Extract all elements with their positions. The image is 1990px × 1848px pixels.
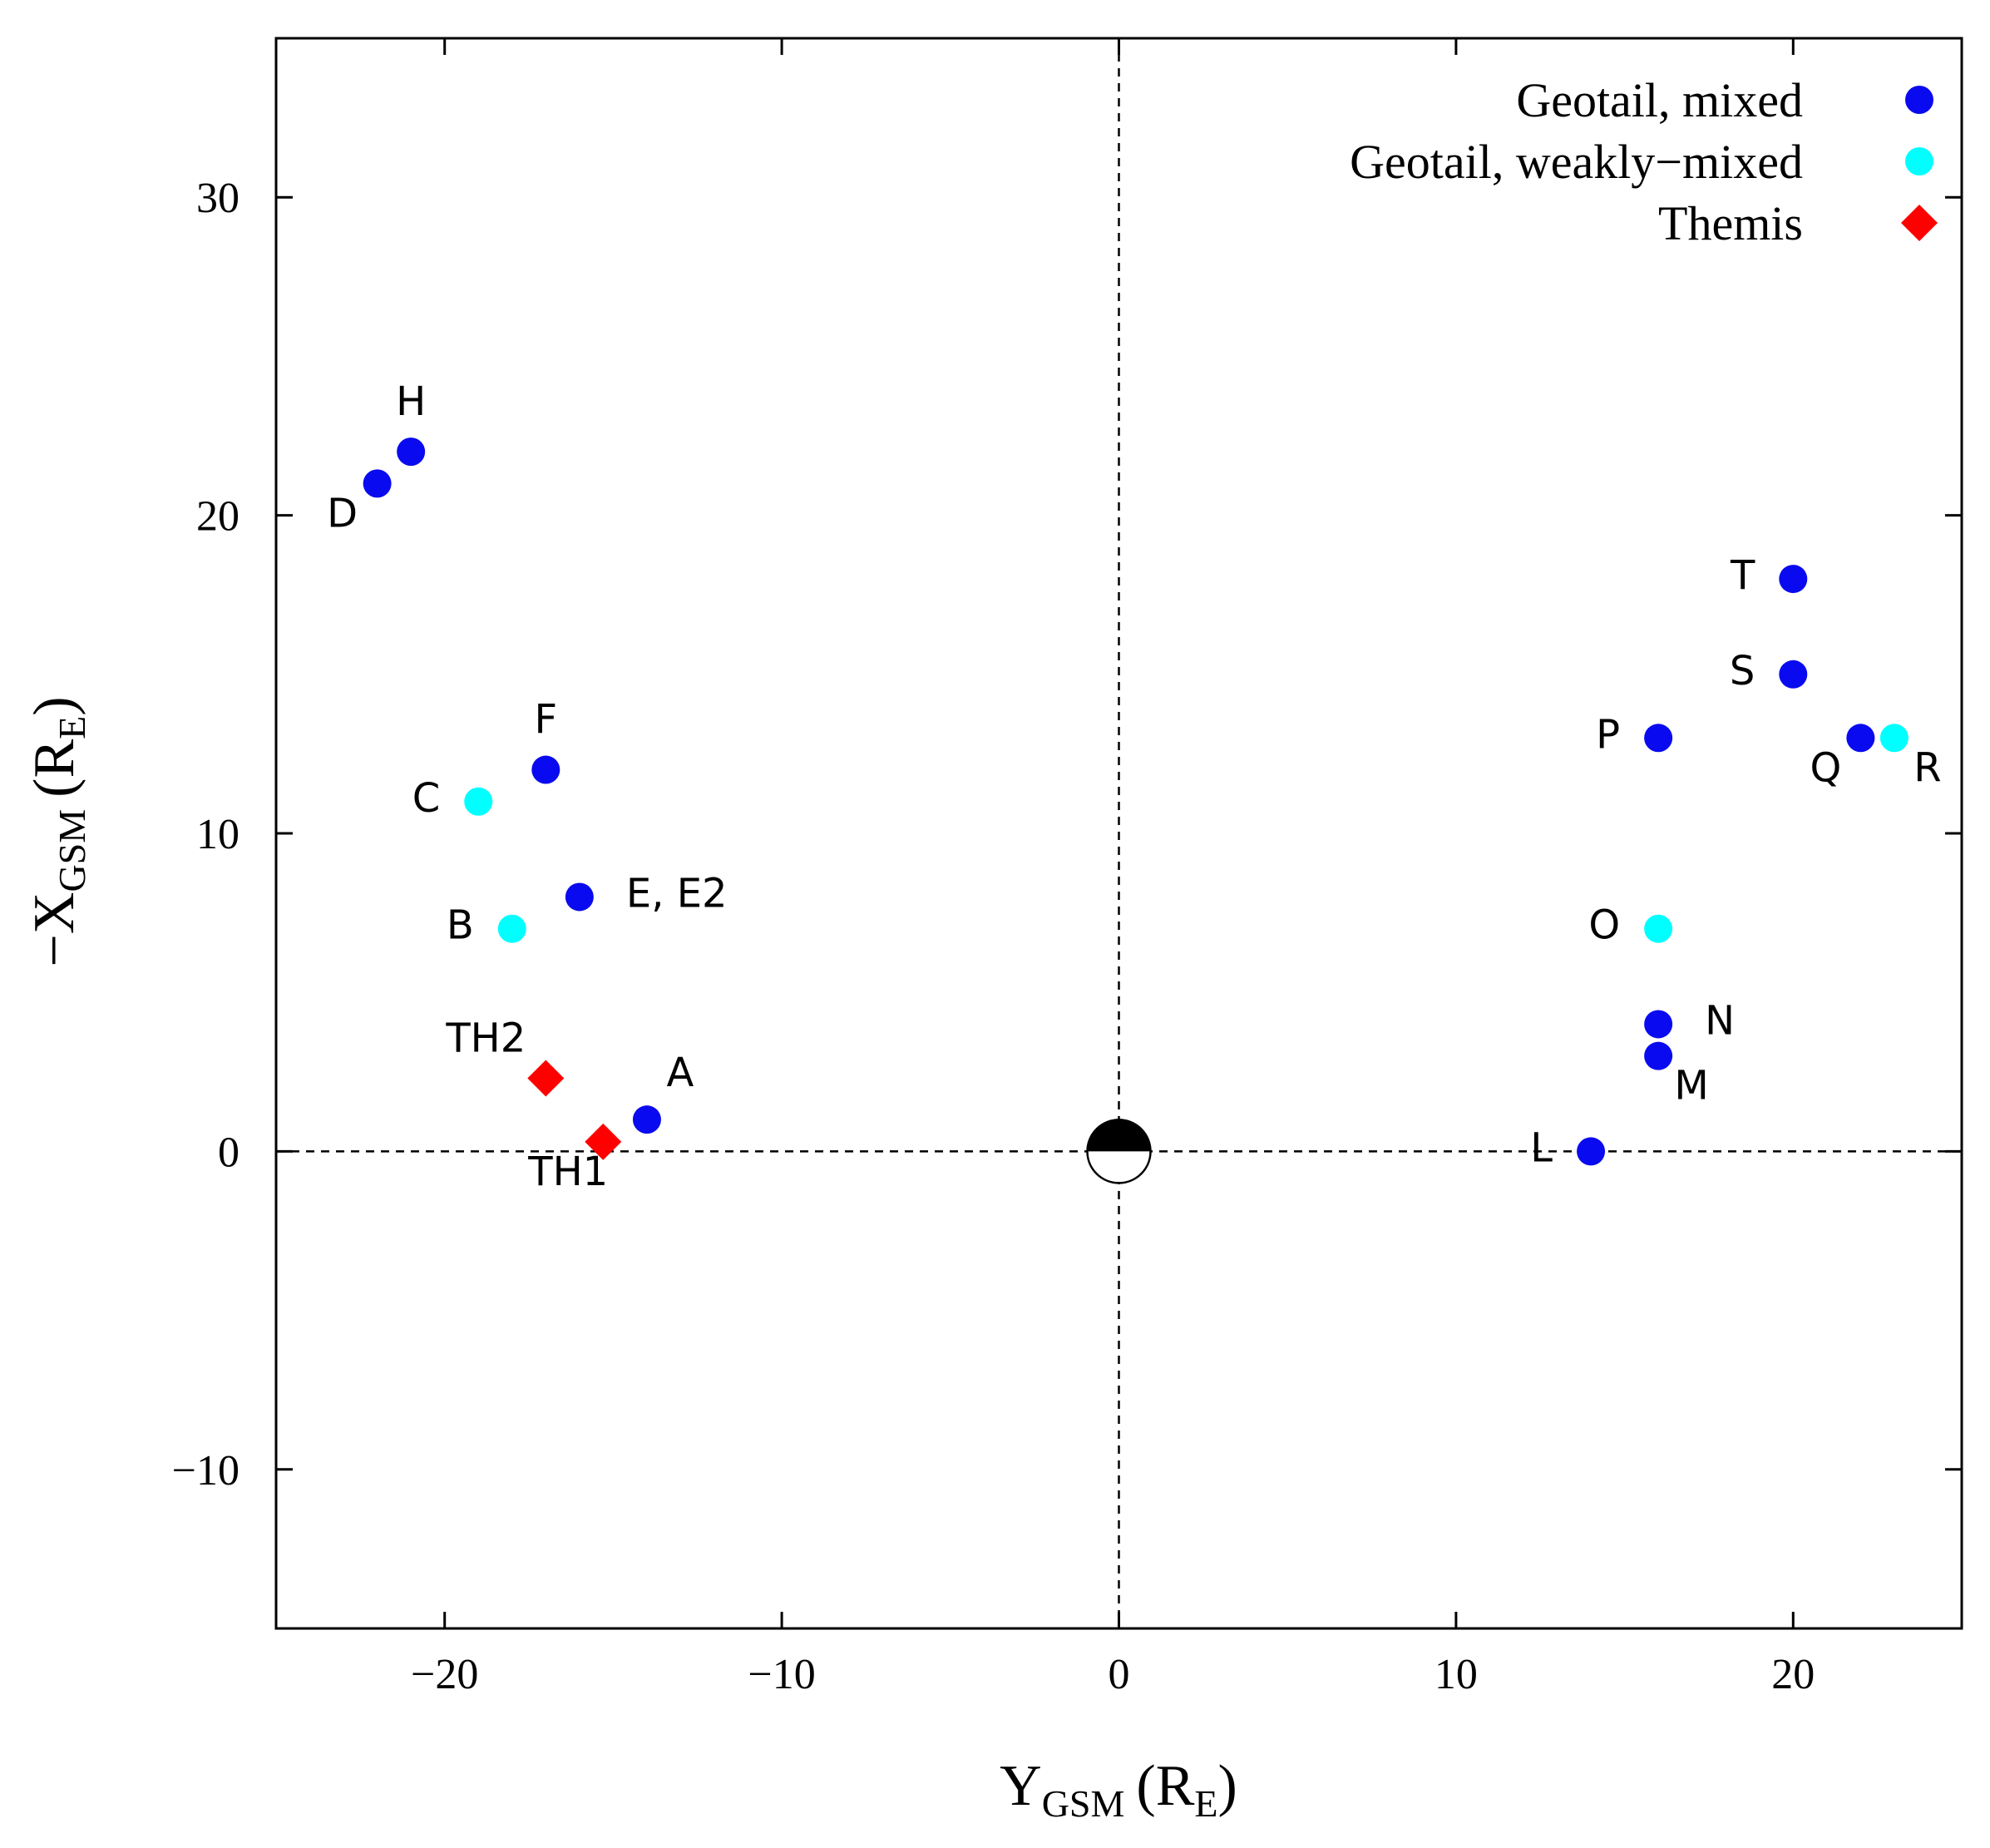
legend-label: Geotail, mixed	[1516, 73, 1803, 127]
x-tick-label: 0	[1109, 1651, 1130, 1698]
data-point-h	[397, 437, 426, 467]
data-point-b	[497, 914, 526, 943]
x-tick-label: 10	[1434, 1651, 1478, 1698]
data-point-c	[464, 787, 493, 816]
data-point-q	[1846, 724, 1875, 753]
earth-symbol	[1086, 1119, 1152, 1184]
point-label: P	[1596, 711, 1620, 758]
point-label: C	[412, 775, 441, 822]
data-point-s	[1779, 660, 1808, 689]
point-label: TH2	[445, 1015, 526, 1061]
y-axis-title: −XGSM(RE)	[22, 696, 93, 966]
data-point-th2	[527, 1060, 565, 1097]
axis-ticks: −20 −10 0 10 20 −10 0 10 20 30	[172, 38, 1962, 1698]
point-label: O	[1588, 902, 1620, 949]
data-point-r	[1879, 724, 1909, 753]
point-label: E, E2	[626, 870, 728, 917]
y-tick-label: 0	[218, 1129, 239, 1176]
data-point-t	[1779, 565, 1808, 594]
data-point-a	[632, 1105, 661, 1134]
y-tick-label: −10	[172, 1447, 239, 1495]
point-labels: A D H F E, E2 L MN P Q S T B C O R TH1 TH2	[327, 378, 1941, 1195]
point-label: F	[535, 697, 558, 744]
point-label: B	[447, 902, 474, 949]
data-points	[363, 437, 1909, 1166]
legend: Geotail, mixed Geotail, weakly−mixed Themi…	[1350, 73, 1938, 250]
data-point-o	[1644, 914, 1673, 943]
legend-marker	[1901, 205, 1938, 241]
point-label: N	[1705, 997, 1735, 1044]
point-label: D	[327, 490, 358, 536]
data-point-f	[531, 755, 560, 784]
point-label: A	[667, 1050, 694, 1096]
point-label: Q	[1810, 744, 1841, 791]
earth-day-side	[1087, 1119, 1151, 1152]
y-tick-label: 10	[196, 811, 239, 858]
x-tick-label: 20	[1771, 1651, 1815, 1698]
legend-label: Geotail, weakly−mixed	[1350, 135, 1803, 189]
plot-frame	[274, 37, 1963, 1630]
point-label: R	[1913, 744, 1941, 791]
y-tick-label: 20	[196, 493, 239, 541]
data-point-l	[1577, 1137, 1606, 1166]
x-axis-title: YGSM (RE)	[1000, 1754, 1237, 1825]
point-label: L	[1530, 1124, 1553, 1171]
point-label: T	[1730, 552, 1755, 599]
legend-marker	[1905, 147, 1933, 175]
data-point-th1	[585, 1123, 622, 1160]
data-point-e-e2	[565, 882, 594, 912]
data-point-p	[1644, 724, 1673, 753]
data-point-m	[1644, 1041, 1673, 1070]
data-point-d	[363, 469, 392, 498]
point-label: S	[1730, 648, 1755, 694]
legend-label: Themis	[1658, 196, 1803, 250]
x-tick-label: −20	[411, 1651, 478, 1698]
legend-marker	[1905, 86, 1933, 114]
point-label: M	[1674, 1063, 1708, 1109]
data-point-n	[1644, 1010, 1673, 1039]
x-tick-label: −10	[748, 1651, 815, 1698]
point-label: TH1	[527, 1149, 608, 1195]
point-label: H	[396, 378, 426, 425]
y-tick-label: 30	[196, 175, 239, 222]
